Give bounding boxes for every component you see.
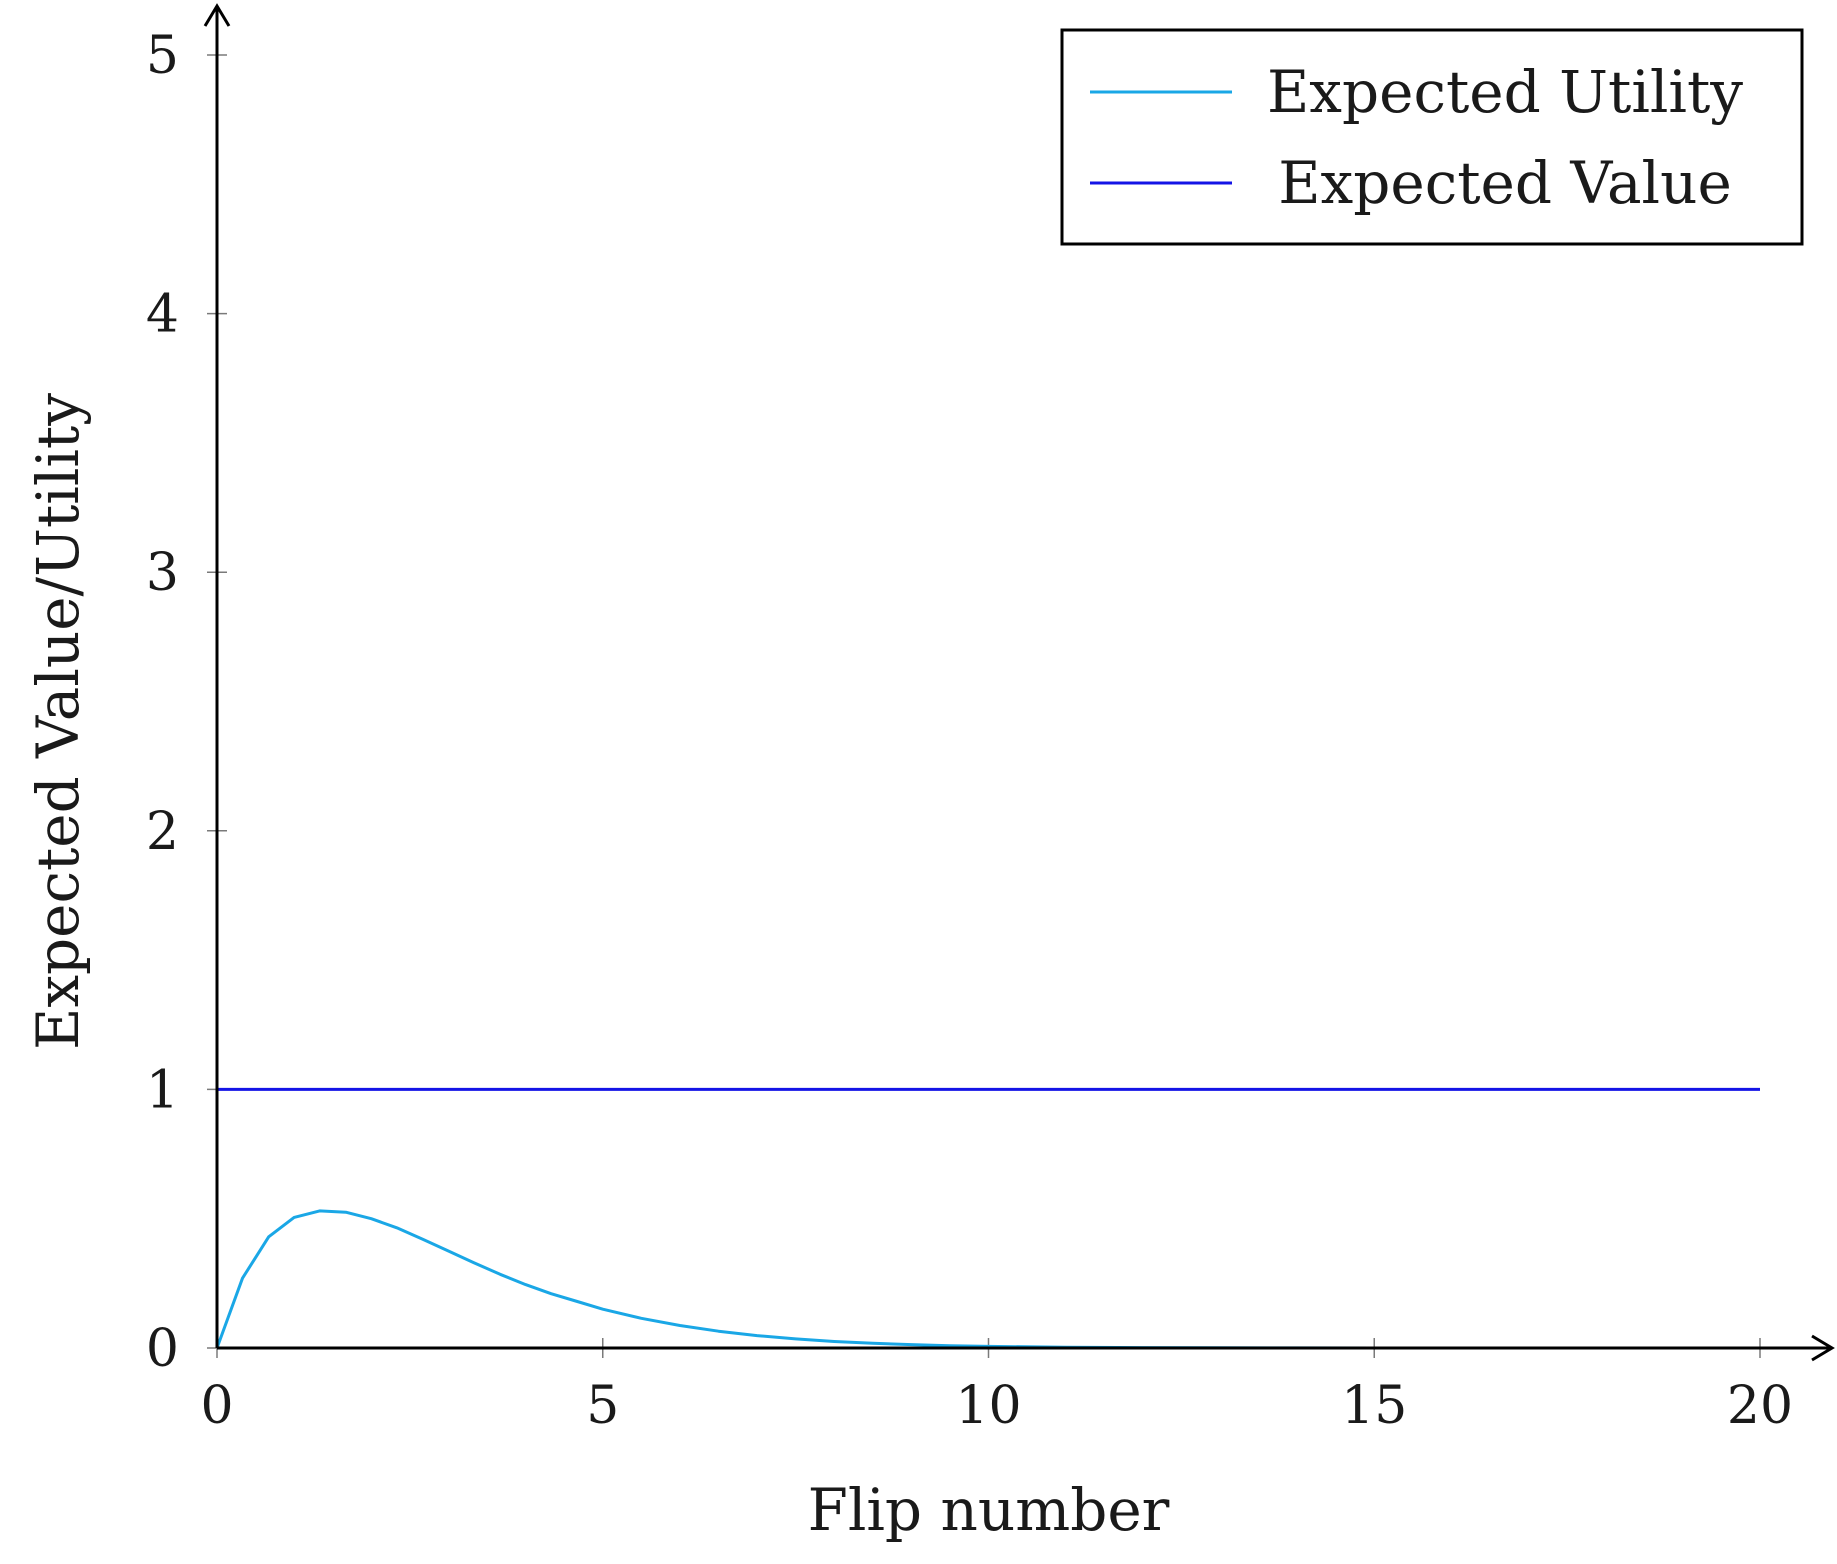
- x-tick-label: 20: [1727, 1376, 1793, 1436]
- x-axis-label: Flip number: [808, 1476, 1170, 1544]
- y-tick-label: 3: [146, 543, 179, 603]
- axis-ticks: [207, 54, 1761, 1358]
- y-axis-label: Expected Value/Utility: [24, 393, 92, 1050]
- y-tick-label: 5: [146, 26, 179, 86]
- legend-label-expected-utility: Expected Utility: [1267, 58, 1743, 126]
- legend-label-expected-value: Expected Value: [1278, 149, 1732, 217]
- tick-labels: 0 5 10 15 20 0 1 2 3 4 5: [146, 26, 1793, 1436]
- x-tick-label: 10: [955, 1376, 1021, 1436]
- x-tick-label: 15: [1341, 1376, 1407, 1436]
- series-line-expected-utility: [215, 1209, 1760, 1350]
- x-tick-label: 0: [200, 1376, 233, 1436]
- x-axis-arrowhead: [1811, 1334, 1835, 1362]
- legend-box: [1060, 28, 1804, 246]
- y-tick-label: 0: [146, 1319, 179, 1379]
- y-tick-label: 2: [146, 802, 179, 862]
- y-tick-label: 1: [146, 1060, 179, 1120]
- axes: [203, 3, 1835, 1362]
- y-tick-label: 4: [146, 285, 179, 345]
- series-lines: [215, 1087, 1760, 1350]
- x-tick-label: 5: [586, 1376, 619, 1436]
- legend: Expected Utility Expected Value: [1060, 28, 1804, 246]
- y-axis-arrowhead: [203, 3, 231, 27]
